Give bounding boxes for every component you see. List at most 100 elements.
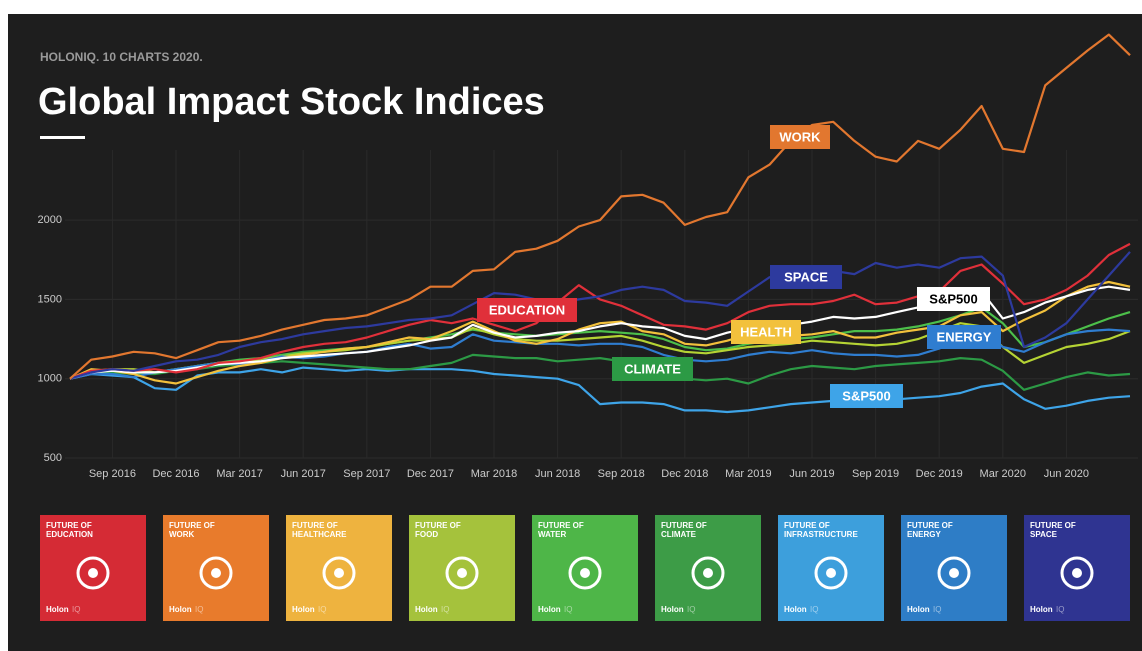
tile-brand-suffix: IQ bbox=[687, 605, 695, 614]
x-tick-label: Mar 2019 bbox=[725, 468, 771, 480]
series-label: CLIMATE bbox=[624, 361, 681, 376]
tile-brand-suffix: IQ bbox=[564, 605, 572, 614]
tile-title: ENERGY bbox=[907, 530, 941, 539]
x-tick-label: Jun 2018 bbox=[535, 468, 580, 480]
tile-brand: Holon bbox=[538, 605, 561, 614]
tile-brand: Holon bbox=[292, 605, 315, 614]
tile-icon-dot bbox=[826, 568, 836, 578]
tile-brand-suffix: IQ bbox=[72, 605, 80, 614]
tile-title: FUTURE OF bbox=[538, 521, 584, 530]
tile-brand: Holon bbox=[784, 605, 807, 614]
tile-icon bbox=[76, 556, 110, 590]
y-tick-label: 2000 bbox=[38, 214, 62, 226]
tile-title: FUTURE OF bbox=[415, 521, 461, 530]
series-label: S&P500 bbox=[842, 388, 890, 403]
kicker: HOLONIQ. 10 CHARTS 2020. bbox=[40, 50, 203, 64]
tile-icon bbox=[445, 556, 479, 590]
tile-brand-suffix: IQ bbox=[1056, 605, 1064, 614]
x-tick-label: Jun 2017 bbox=[281, 468, 326, 480]
tile-brand: Holon bbox=[46, 605, 69, 614]
series-line bbox=[69, 242, 1131, 380]
series-label: ENERGY bbox=[937, 329, 992, 344]
x-tick-label: Jun 2019 bbox=[789, 468, 834, 480]
y-tick-label: 1500 bbox=[38, 293, 62, 305]
tile-icon-dot bbox=[334, 568, 344, 578]
series-label: HEALTH bbox=[740, 324, 792, 339]
tile-title: INFRASTRUCTURE bbox=[784, 530, 858, 539]
x-tick-label: Mar 2020 bbox=[980, 468, 1026, 480]
series-label: S&P500 bbox=[929, 291, 977, 306]
x-tick-label: Sep 2016 bbox=[89, 468, 136, 480]
tile-icon-dot bbox=[703, 568, 713, 578]
series-label: WORK bbox=[779, 129, 821, 144]
tile-brand: Holon bbox=[169, 605, 192, 614]
tile-icon-dot bbox=[1072, 568, 1082, 578]
x-tick-label: Mar 2017 bbox=[216, 468, 262, 480]
series-label: EDUCATION bbox=[489, 302, 565, 317]
tile-icon bbox=[322, 556, 356, 590]
y-tick-label: 500 bbox=[44, 452, 62, 464]
x-tick-label: Sep 2017 bbox=[343, 468, 390, 480]
tile-brand: Holon bbox=[1030, 605, 1053, 614]
series-label-box bbox=[477, 298, 577, 322]
tile-title: FUTURE OF bbox=[46, 521, 92, 530]
title-underline bbox=[40, 136, 85, 139]
series-line bbox=[69, 366, 1131, 414]
series-label: SPACE bbox=[784, 269, 828, 284]
series-label-box bbox=[830, 384, 903, 408]
y-tick-label: 1000 bbox=[38, 373, 62, 385]
tile-title: HEALTHCARE bbox=[292, 530, 347, 539]
tile-brand-suffix: IQ bbox=[195, 605, 203, 614]
tile-brand-suffix: IQ bbox=[441, 605, 449, 614]
series-line bbox=[69, 33, 1131, 380]
chart-title: Global Impact Stock Indices bbox=[38, 81, 545, 123]
tile-title: EDUCATION bbox=[46, 530, 93, 539]
tile-title: FUTURE OF bbox=[661, 521, 707, 530]
tile-brand: Holon bbox=[415, 605, 438, 614]
tile-title: SPACE bbox=[1030, 530, 1058, 539]
tile-icon-dot bbox=[457, 568, 467, 578]
tile-icon bbox=[1060, 556, 1094, 590]
x-tick-label: Dec 2018 bbox=[661, 468, 708, 480]
tile-brand-suffix: IQ bbox=[810, 605, 818, 614]
series-label-box bbox=[612, 357, 693, 381]
tile-brand: Holon bbox=[907, 605, 930, 614]
series-label-box bbox=[917, 287, 990, 311]
series-label-box bbox=[770, 265, 842, 289]
tile-title: WATER bbox=[538, 530, 567, 539]
tile-icon-dot bbox=[949, 568, 959, 578]
x-tick-label: Jun 2020 bbox=[1044, 468, 1089, 480]
tile-title: WORK bbox=[169, 530, 195, 539]
x-tick-label: Dec 2017 bbox=[407, 468, 454, 480]
x-tick-label: Sep 2018 bbox=[598, 468, 645, 480]
x-tick-label: Dec 2019 bbox=[916, 468, 963, 480]
tile-icon bbox=[691, 556, 725, 590]
tile-title: FOOD bbox=[415, 530, 438, 539]
series-line bbox=[69, 280, 1131, 385]
tile-brand-suffix: IQ bbox=[933, 605, 941, 614]
series-label-box bbox=[731, 320, 801, 344]
tile-icon-dot bbox=[211, 568, 221, 578]
tile-brand-suffix: IQ bbox=[318, 605, 326, 614]
x-tick-label: Mar 2018 bbox=[471, 468, 517, 480]
series-label-box bbox=[770, 125, 830, 149]
series-line bbox=[69, 251, 1131, 380]
series-label-box bbox=[927, 325, 1001, 349]
tile-icon bbox=[814, 556, 848, 590]
tile-icon bbox=[199, 556, 233, 590]
x-tick-label: Sep 2019 bbox=[852, 468, 899, 480]
x-tick-label: Dec 2016 bbox=[152, 468, 199, 480]
tile-title: FUTURE OF bbox=[169, 521, 215, 530]
tile-icon-dot bbox=[580, 568, 590, 578]
tile-title: FUTURE OF bbox=[784, 521, 830, 530]
tile-brand: Holon bbox=[661, 605, 684, 614]
tile-icon-dot bbox=[88, 568, 98, 578]
tile-title: FUTURE OF bbox=[907, 521, 953, 530]
tile-icon bbox=[568, 556, 602, 590]
tile-title: CLIMATE bbox=[661, 530, 697, 539]
tile-title: FUTURE OF bbox=[1030, 521, 1076, 530]
tile-title: FUTURE OF bbox=[292, 521, 338, 530]
tile-icon bbox=[937, 556, 971, 590]
